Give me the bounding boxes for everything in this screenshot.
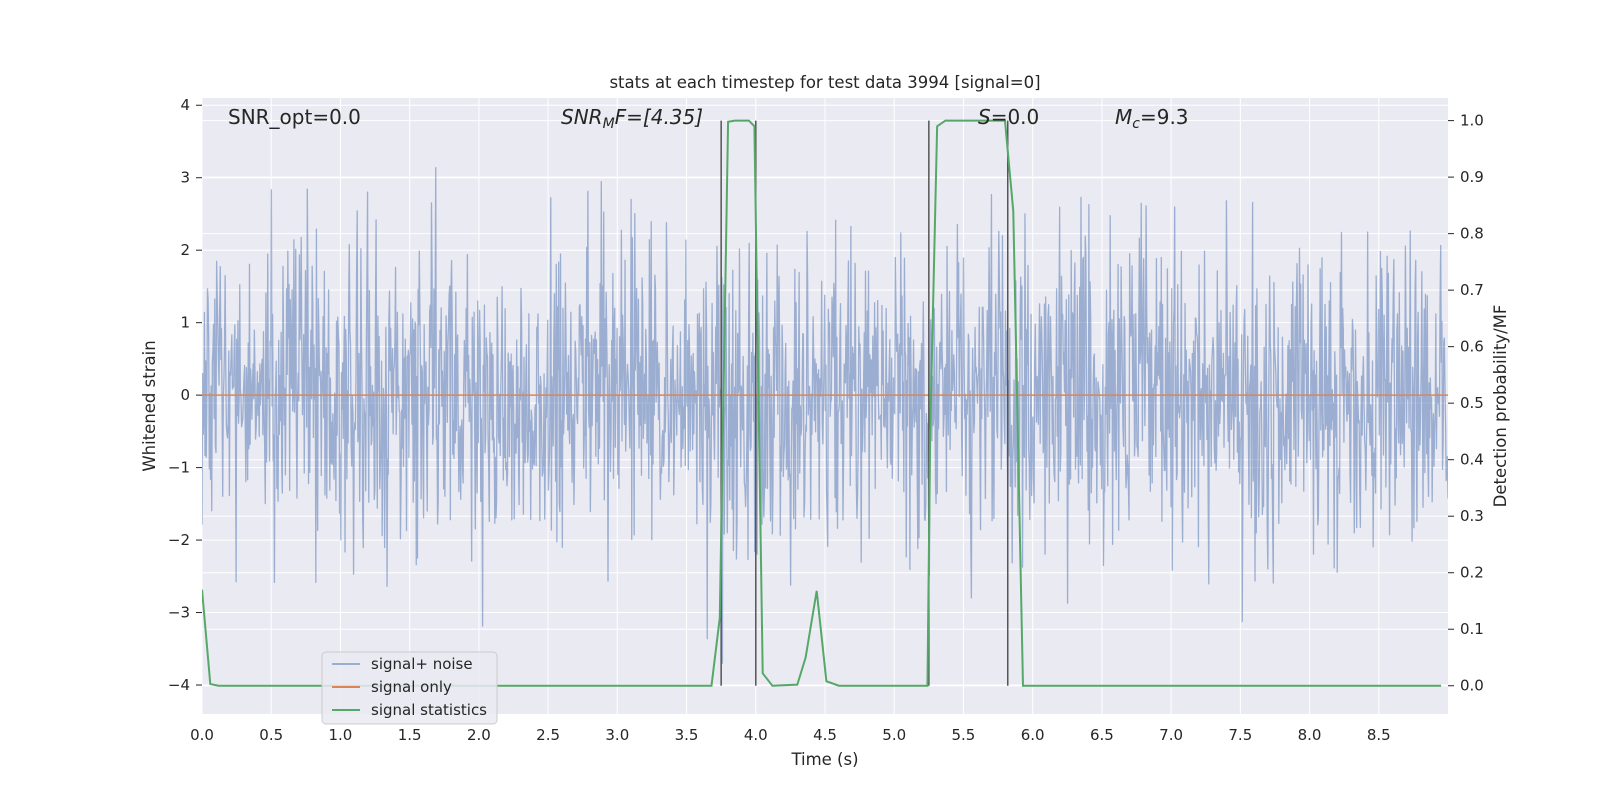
annotation-snr-mf: SNRMF=[4.35] [561,105,703,132]
y-tick-label: 0 [180,386,190,404]
legend-label-stats: signal statistics [371,701,487,719]
x-tick-label: 0.5 [259,726,283,744]
ticks: 0.0 0.5 1.0 1.5 2.0 2.5 3.0 3.5 4.0 4.5 5.0 5.5 6.0 6… [168,96,1484,744]
y2-tick-label: 0.2 [1460,564,1484,582]
y-tick-label: −4 [168,676,190,694]
annotation-snr-opt: SNR_opt=0.0 [228,105,361,129]
y2-axis-label: Detection probability/MF [1491,305,1510,508]
x-tick-label: 3.0 [605,726,629,744]
annotation-s: S=0.0 [978,105,1039,129]
x-tick-label: 2.5 [536,726,560,744]
y2-tick-label: 0.7 [1460,281,1484,299]
plot-data [202,119,1448,687]
series-signal-statistics [202,119,1442,687]
x-tick-label: 4.0 [744,726,768,744]
annotation-s-rest: =0.0 [991,105,1040,129]
annotation-mc: Mc=9.3 [1115,105,1189,132]
x-tick-label: 3.5 [675,726,699,744]
y2-tick-label: 0.8 [1460,225,1484,243]
annotation-mc-rest: =9.3 [1140,105,1189,129]
y-tick-label: 3 [180,169,190,187]
y-axis-label: Whitened strain [140,340,159,471]
y2-tick-label: 0.3 [1460,507,1484,525]
chart-title: stats at each timestep for test data 399… [609,73,1040,92]
x-tick-label: 4.5 [813,726,837,744]
y-tick-label: 2 [180,241,190,259]
x-tick-label: 6.5 [1090,726,1114,744]
x-tick-label: 5.5 [952,726,976,744]
x-tick-label: 1.0 [329,726,353,744]
y-tick-label: −1 [168,459,190,477]
legend-label-signal: signal only [371,678,452,696]
series-signal-noise [202,167,1448,664]
y2-tick-label: 0.4 [1460,451,1484,469]
x-tick-label: 0.0 [190,726,214,744]
y-tick-label: 4 [180,96,190,114]
annotation-snr-mf-main: SNR [561,105,603,129]
x-tick-label: 1.5 [398,726,422,744]
annotation-mc-main: M [1115,105,1132,129]
legend-label-noise: signal+ noise [371,655,473,673]
x-axis-label: Time (s) [790,750,858,769]
x-tick-label: 7.5 [1228,726,1252,744]
y2-tick-label: 0.1 [1460,620,1484,638]
annotation-mc-sub: c [1132,116,1140,132]
annotation-snr-mf-rest: F=[4.35] [615,105,703,129]
x-tick-label: 8.5 [1367,726,1391,744]
x-tick-label: 2.0 [467,726,491,744]
annotation-snr-mf-sub: M [603,116,615,132]
x-tick-label: 8.0 [1298,726,1322,744]
y2-tick-label: 0.0 [1460,677,1484,695]
y-tick-label: 1 [180,314,190,332]
y2-tick-label: 1.0 [1460,112,1484,130]
y-tick-label: −2 [168,531,190,549]
y2-tick-label: 0.5 [1460,394,1484,412]
x-tick-label: 5.0 [882,726,906,744]
y2-tick-label: 0.9 [1460,168,1484,186]
y-tick-label: −3 [168,604,190,622]
annotation-s-main: S [978,105,991,129]
legend: signal+ noise signal only signal statist… [321,651,498,725]
y2-tick-label: 0.6 [1460,338,1484,356]
x-tick-label: 7.0 [1159,726,1183,744]
legend-box [321,651,498,725]
x-tick-label: 6.0 [1021,726,1045,744]
